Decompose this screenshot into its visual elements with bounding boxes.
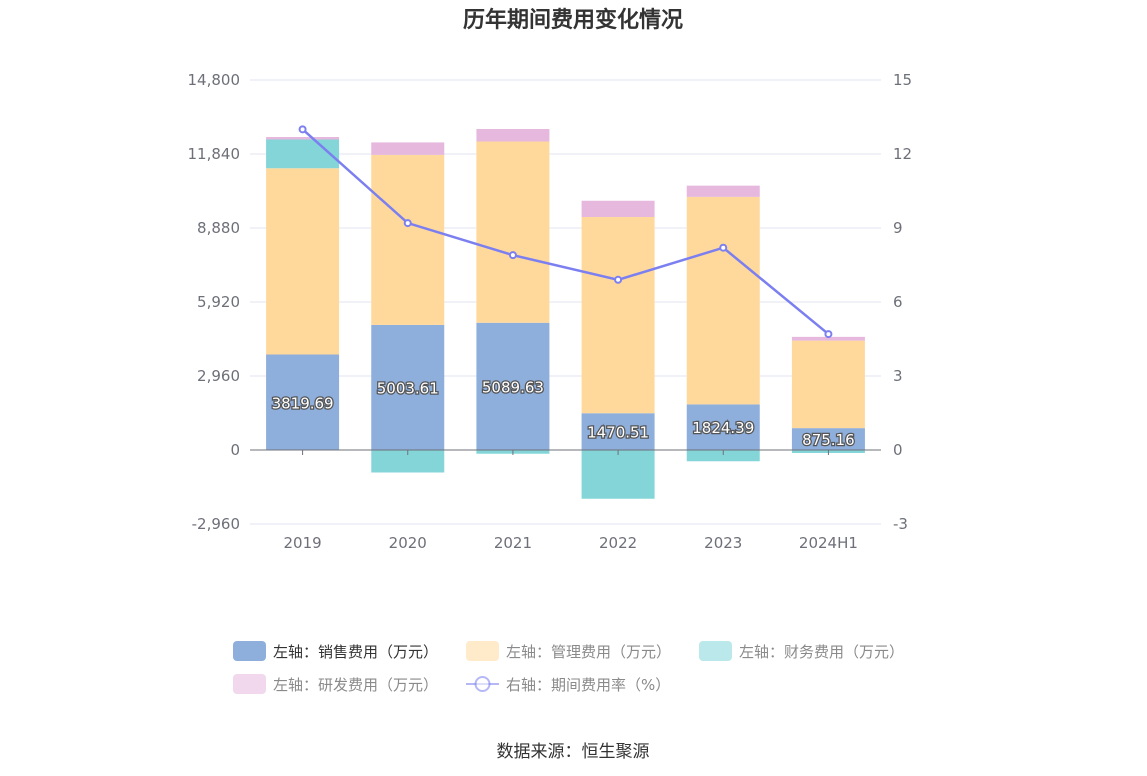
bar-segment xyxy=(791,336,865,341)
legend-swatch xyxy=(233,674,266,694)
legend-label: 左轴：财务费用（万元） xyxy=(739,643,904,661)
left-axis-ticks: 14,800 11,840 8,880 5,920 2,960 0 -2,960 xyxy=(188,71,241,533)
left-tick-label: 8,880 xyxy=(197,219,240,237)
legend-swatch-marker xyxy=(474,676,491,692)
bar-segment xyxy=(476,141,550,323)
bar-segment xyxy=(686,185,760,197)
legend[interactable]: 左轴：销售费用（万元） 左轴：管理费用（万元） 左轴：财务费用（万元） 左轴：研发费用… xyxy=(233,641,904,694)
x-tick-label: 2020 xyxy=(389,534,427,552)
sales-data-label: 3819.69 xyxy=(272,394,334,412)
bar-segment xyxy=(371,450,445,473)
bar-segment xyxy=(371,154,445,325)
chart-title: 历年期间费用变化情况 xyxy=(463,7,683,33)
legend-label: 左轴：研发费用（万元） xyxy=(273,676,438,694)
grid-lines xyxy=(250,79,881,525)
rate-point xyxy=(508,251,517,260)
x-axis: 2019 2020 2021 2022 2023 2024H1 xyxy=(250,449,881,552)
rate-line-series xyxy=(298,125,833,339)
bar-series xyxy=(266,129,865,499)
rate-line xyxy=(301,128,830,336)
rate-point xyxy=(403,219,412,228)
x-tick-label: 2023 xyxy=(704,534,742,552)
data-labels: 3819.69 5003.61 5089.63 1470.51 1824.39 875.1… xyxy=(270,377,856,450)
sales-data-label: 5089.63 xyxy=(482,378,544,396)
left-tick-label: 2,960 xyxy=(197,367,240,385)
legend-label: 左轴：管理费用（万元） xyxy=(506,643,671,661)
bar-segment xyxy=(686,196,760,405)
x-tick-label: 2022 xyxy=(599,534,637,552)
right-axis-ticks: 15 12 9 6 3 0 -3 xyxy=(893,71,912,533)
bar-segment xyxy=(371,142,445,155)
left-tick-label: 14,800 xyxy=(188,71,241,89)
bar-segment xyxy=(581,200,655,217)
rate-point xyxy=(298,125,307,134)
left-tick-label: 0 xyxy=(230,441,240,459)
legend-item[interactable]: 左轴：财务费用（万元） xyxy=(699,641,904,661)
sales-data-label: 875.16 xyxy=(802,431,855,449)
right-tick-label: 12 xyxy=(893,145,912,163)
x-tick-label: 2024H1 xyxy=(799,534,858,552)
legend-swatch xyxy=(233,641,266,661)
bar-segment xyxy=(686,404,760,450)
sales-data-label: 1824.39 xyxy=(692,419,754,437)
x-tick-label: 2019 xyxy=(283,534,321,552)
left-tick-label: 5,920 xyxy=(197,293,240,311)
right-tick-label: 9 xyxy=(893,219,903,237)
rate-point xyxy=(719,243,728,252)
legend-item[interactable]: 右轴：期间费用率（%） xyxy=(466,676,670,694)
x-tick-label: 2021 xyxy=(494,534,532,552)
legend-label: 左轴：销售费用（万元） xyxy=(273,643,438,661)
bar-segment xyxy=(686,450,760,462)
right-tick-label: 0 xyxy=(893,441,903,459)
bar-segment xyxy=(791,428,865,450)
legend-item[interactable]: 左轴：研发费用（万元） xyxy=(233,674,438,694)
right-tick-label: 3 xyxy=(893,367,903,385)
legend-label: 右轴：期间费用率（%） xyxy=(506,676,670,694)
sales-data-label: 1470.51 xyxy=(587,424,649,442)
right-tick-label: -3 xyxy=(893,515,908,533)
bar-segment xyxy=(791,340,865,429)
bar-segment xyxy=(371,324,445,450)
source-note: 数据来源：恒生聚源 xyxy=(497,742,650,762)
bar-segment xyxy=(581,216,655,414)
left-tick-label: -2,960 xyxy=(192,515,240,533)
left-tick-label: 11,840 xyxy=(188,145,241,163)
legend-item[interactable]: 左轴：销售费用（万元） xyxy=(233,641,438,661)
legend-swatch xyxy=(466,641,499,661)
bar-segment xyxy=(581,413,655,450)
legend-swatch xyxy=(699,641,732,661)
bar-segment xyxy=(476,129,550,142)
right-tick-label: 6 xyxy=(893,293,903,311)
bar-segment xyxy=(581,450,655,499)
rate-point xyxy=(614,275,623,284)
bar-segment xyxy=(266,139,340,169)
bar-segment xyxy=(266,168,340,355)
right-tick-label: 15 xyxy=(893,71,912,89)
bar-segment xyxy=(266,354,340,450)
sales-data-label: 5003.61 xyxy=(377,379,439,397)
bar-segment xyxy=(476,322,550,450)
rate-point xyxy=(824,330,833,339)
bar-segment xyxy=(266,137,340,140)
legend-item[interactable]: 左轴：管理费用（万元） xyxy=(466,641,671,661)
